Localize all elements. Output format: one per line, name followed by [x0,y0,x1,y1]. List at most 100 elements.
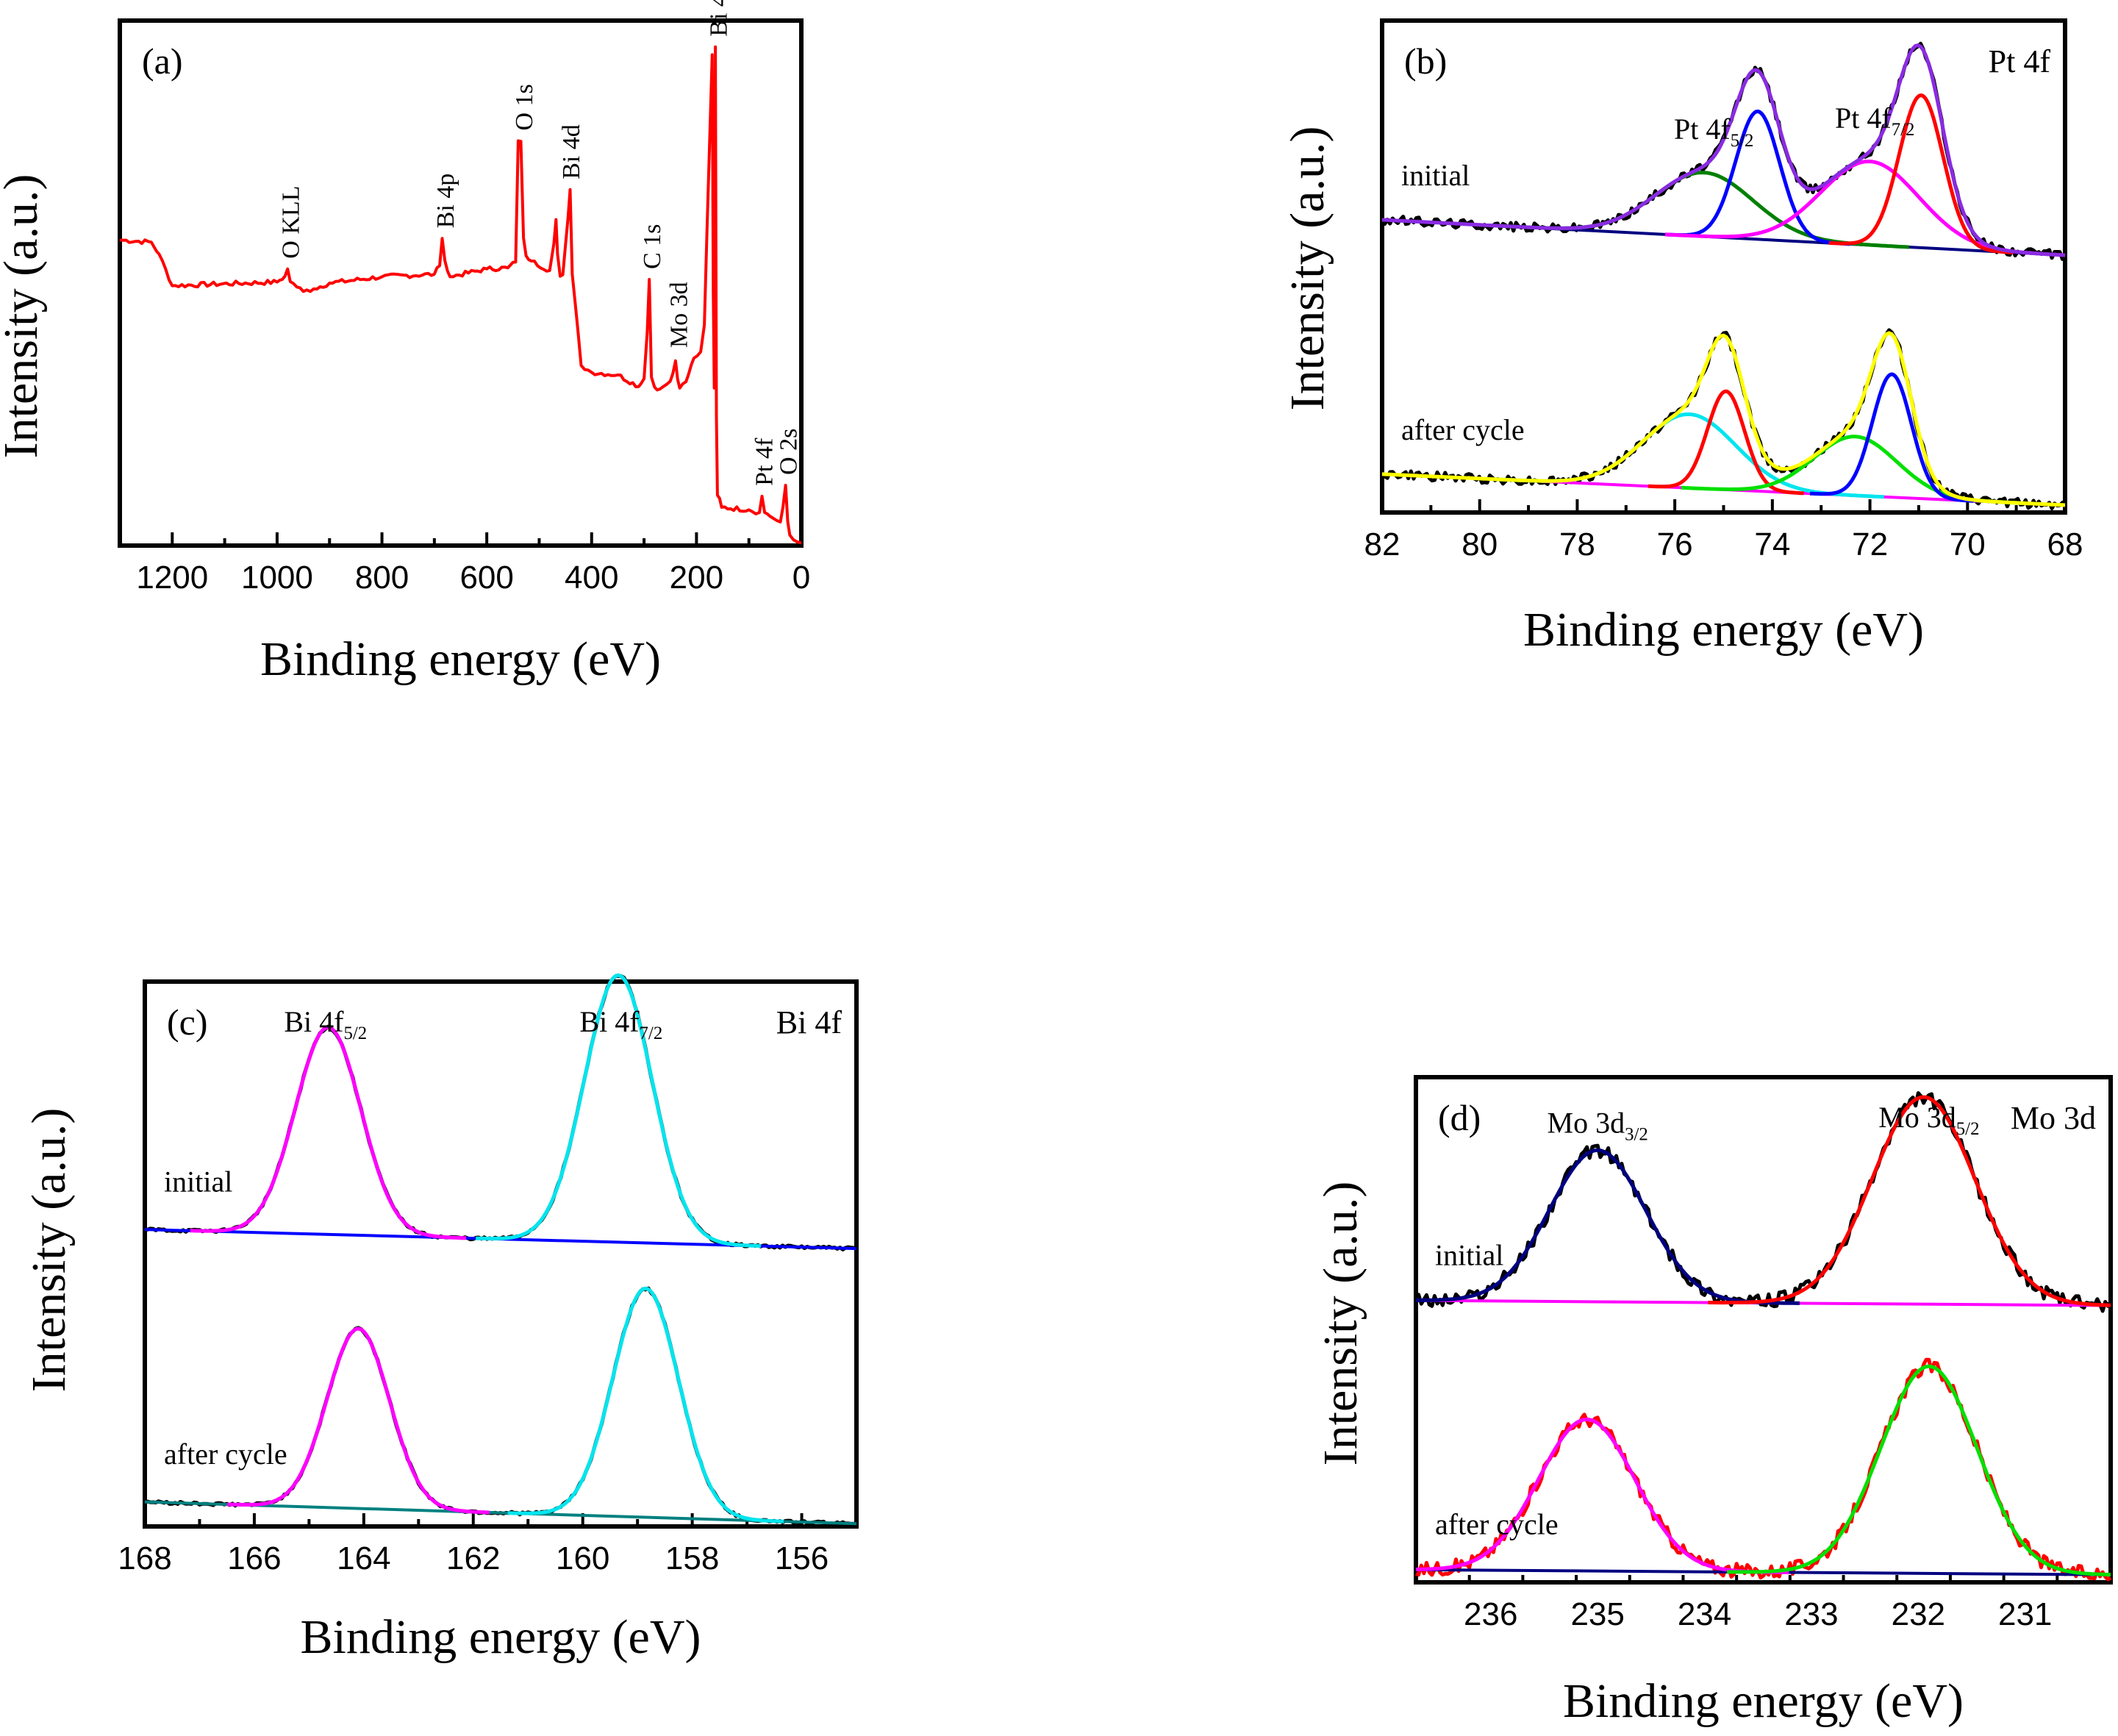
peak-annotation: Bi 4p [432,174,459,229]
fit-component [1647,389,1804,496]
x-tick-label: 232 [1892,1596,1945,1632]
element-label: Pt 4f [1989,43,2051,79]
y-axis-label: Intensity (a.u.) [1281,126,1334,411]
x-tick-label: 600 [459,560,513,596]
x-tick-label: 1200 [136,560,208,596]
plot-frame [1414,1075,2113,1585]
x-tick-label: 0 [793,560,810,596]
trace-label: initial [1435,1239,1503,1272]
x-tick-label: 168 [118,1540,171,1576]
fit-component [1664,160,2066,257]
peak-label-sub: 5/2 [1731,131,1754,151]
fit-envelope [1381,331,2066,507]
x-tick-label: 800 [355,560,409,596]
x-tick-label: 158 [665,1540,719,1576]
x-tick-label: 74 [1754,526,1790,562]
y-axis-label: Intensity (a.u.) [0,174,48,459]
x-tick-label: 80 [1462,526,1498,562]
x-tick-label: 200 [670,560,723,596]
peak-annotation: Bi 4d [558,124,585,179]
fit-component [1495,412,1884,499]
survey-line [119,45,802,545]
peak-annotation: Pt 4f [751,437,779,486]
x-axis-label: Binding energy (eV) [1563,1674,1964,1728]
x-tick-label: 236 [1464,1596,1517,1632]
raw-data-line [143,1286,857,1527]
x-tick-label: 1000 [241,560,313,596]
peak-label: Mo 3d3/2 [1548,1106,1648,1144]
fit-component [190,1025,467,1240]
trace-label: initial [1401,159,1470,192]
trace-label: after cycle [164,1437,287,1471]
peak-label-sub: 7/2 [1892,120,1915,140]
fit-envelope [1381,43,2066,257]
x-tick-label: 164 [337,1540,390,1576]
peak-annotation: Mo 3d [665,282,693,348]
x-tick-label: 231 [1998,1596,2052,1632]
fit-component [476,973,762,1249]
panel-b-pt4f-spectrum: 82 80 78 76 74 72 70 68 Binding energy (eV) Inten… [1281,18,2083,657]
peak-label: Bi 4f5/2 [284,1005,367,1043]
x-tick-label: 166 [227,1540,281,1576]
panel-d-mo3d-spectrum: 236 235 234 233 232 231 Binding energy (eV) Int… [1314,1075,2113,1728]
trace-1: after cycle [1381,328,2066,510]
peak-label-main: Pt 4f [1674,112,1731,146]
element-label: Mo 3d [2011,1100,2096,1136]
x-tick-label: 156 [775,1540,829,1576]
peak-annotation: O KLL [278,186,305,259]
trace-1: after cycle [1414,1357,2112,1582]
x-tick-label: 234 [1678,1596,1731,1632]
peak-label: Bi 4f7/2 [579,1005,662,1043]
trace-0: initial [1380,41,2067,261]
x-axis-label: Binding energy (eV) [260,632,661,686]
x-axis-label: Binding energy (eV) [1523,603,1924,657]
element-label: Bi 4f [776,1004,842,1040]
panel-a-survey-spectrum: 1200 1000 800 600 400 200 0 Binding energy (eV)… [0,0,810,686]
peak-label-sub: 3/2 [1625,1124,1648,1144]
fit-component [1708,1095,2111,1307]
plot-frame [118,18,804,548]
peak-annotation: O 2s [775,429,802,475]
x-tick-label: 160 [556,1540,609,1576]
raw-data-line [1414,1357,2112,1582]
trace-label: after cycle [1435,1508,1559,1541]
panel-label: (c) [167,1001,208,1043]
peak-label-main: Pt 4f [1835,101,1892,135]
x-tick-label: 82 [1364,526,1400,562]
trace-0: initial [144,973,857,1251]
x-tick-label: 235 [1570,1596,1624,1632]
fit-component [1416,1148,1800,1305]
y-axis-label: Intensity (a.u.) [1314,1182,1367,1466]
x-tick-label: 233 [1784,1596,1838,1632]
plot-frame [143,979,859,1529]
x-tick-label: 72 [1852,526,1888,562]
raw-data-line [144,974,857,1251]
peak-annotation: C 1s [639,224,666,269]
trace-1: after cycle [143,1286,857,1527]
fit-component [227,1326,490,1515]
fit-component [1415,1417,1789,1574]
fit-component [1828,93,2014,254]
peak-label-sub: 7/2 [640,1024,663,1043]
panel-c-bi4f-spectrum: 168 166 164 162 160 158 156 Binding energy (eV)… [22,973,859,1664]
x-tick-label: 76 [1657,526,1693,562]
peak-label: Pt 4f7/2 [1835,101,1914,140]
x-tick-label: 68 [2047,526,2083,562]
peak-label-sub: 5/2 [343,1024,367,1043]
trace-label: after cycle [1401,413,1525,446]
raw-data-line [1414,1091,2113,1313]
trace-label: initial [164,1165,232,1198]
peak-label: Mo 3d5/2 [1878,1101,1979,1139]
peak-label-main: Mo 3d [1878,1101,1956,1134]
peak-label-main: Bi 4f [284,1005,344,1038]
peak-label-sub: 5/2 [1956,1119,1980,1139]
peak-label-main: Mo 3d [1548,1106,1625,1139]
panel-label: (d) [1438,1097,1481,1138]
peak-label-main: Bi 4f [579,1005,640,1038]
fit-component [1809,372,1975,503]
trace-0: initial [1414,1091,2113,1313]
x-axis-label: Binding energy (eV) [301,1610,701,1664]
fit-component [1727,1364,2111,1576]
panel-label: (a) [142,40,183,82]
